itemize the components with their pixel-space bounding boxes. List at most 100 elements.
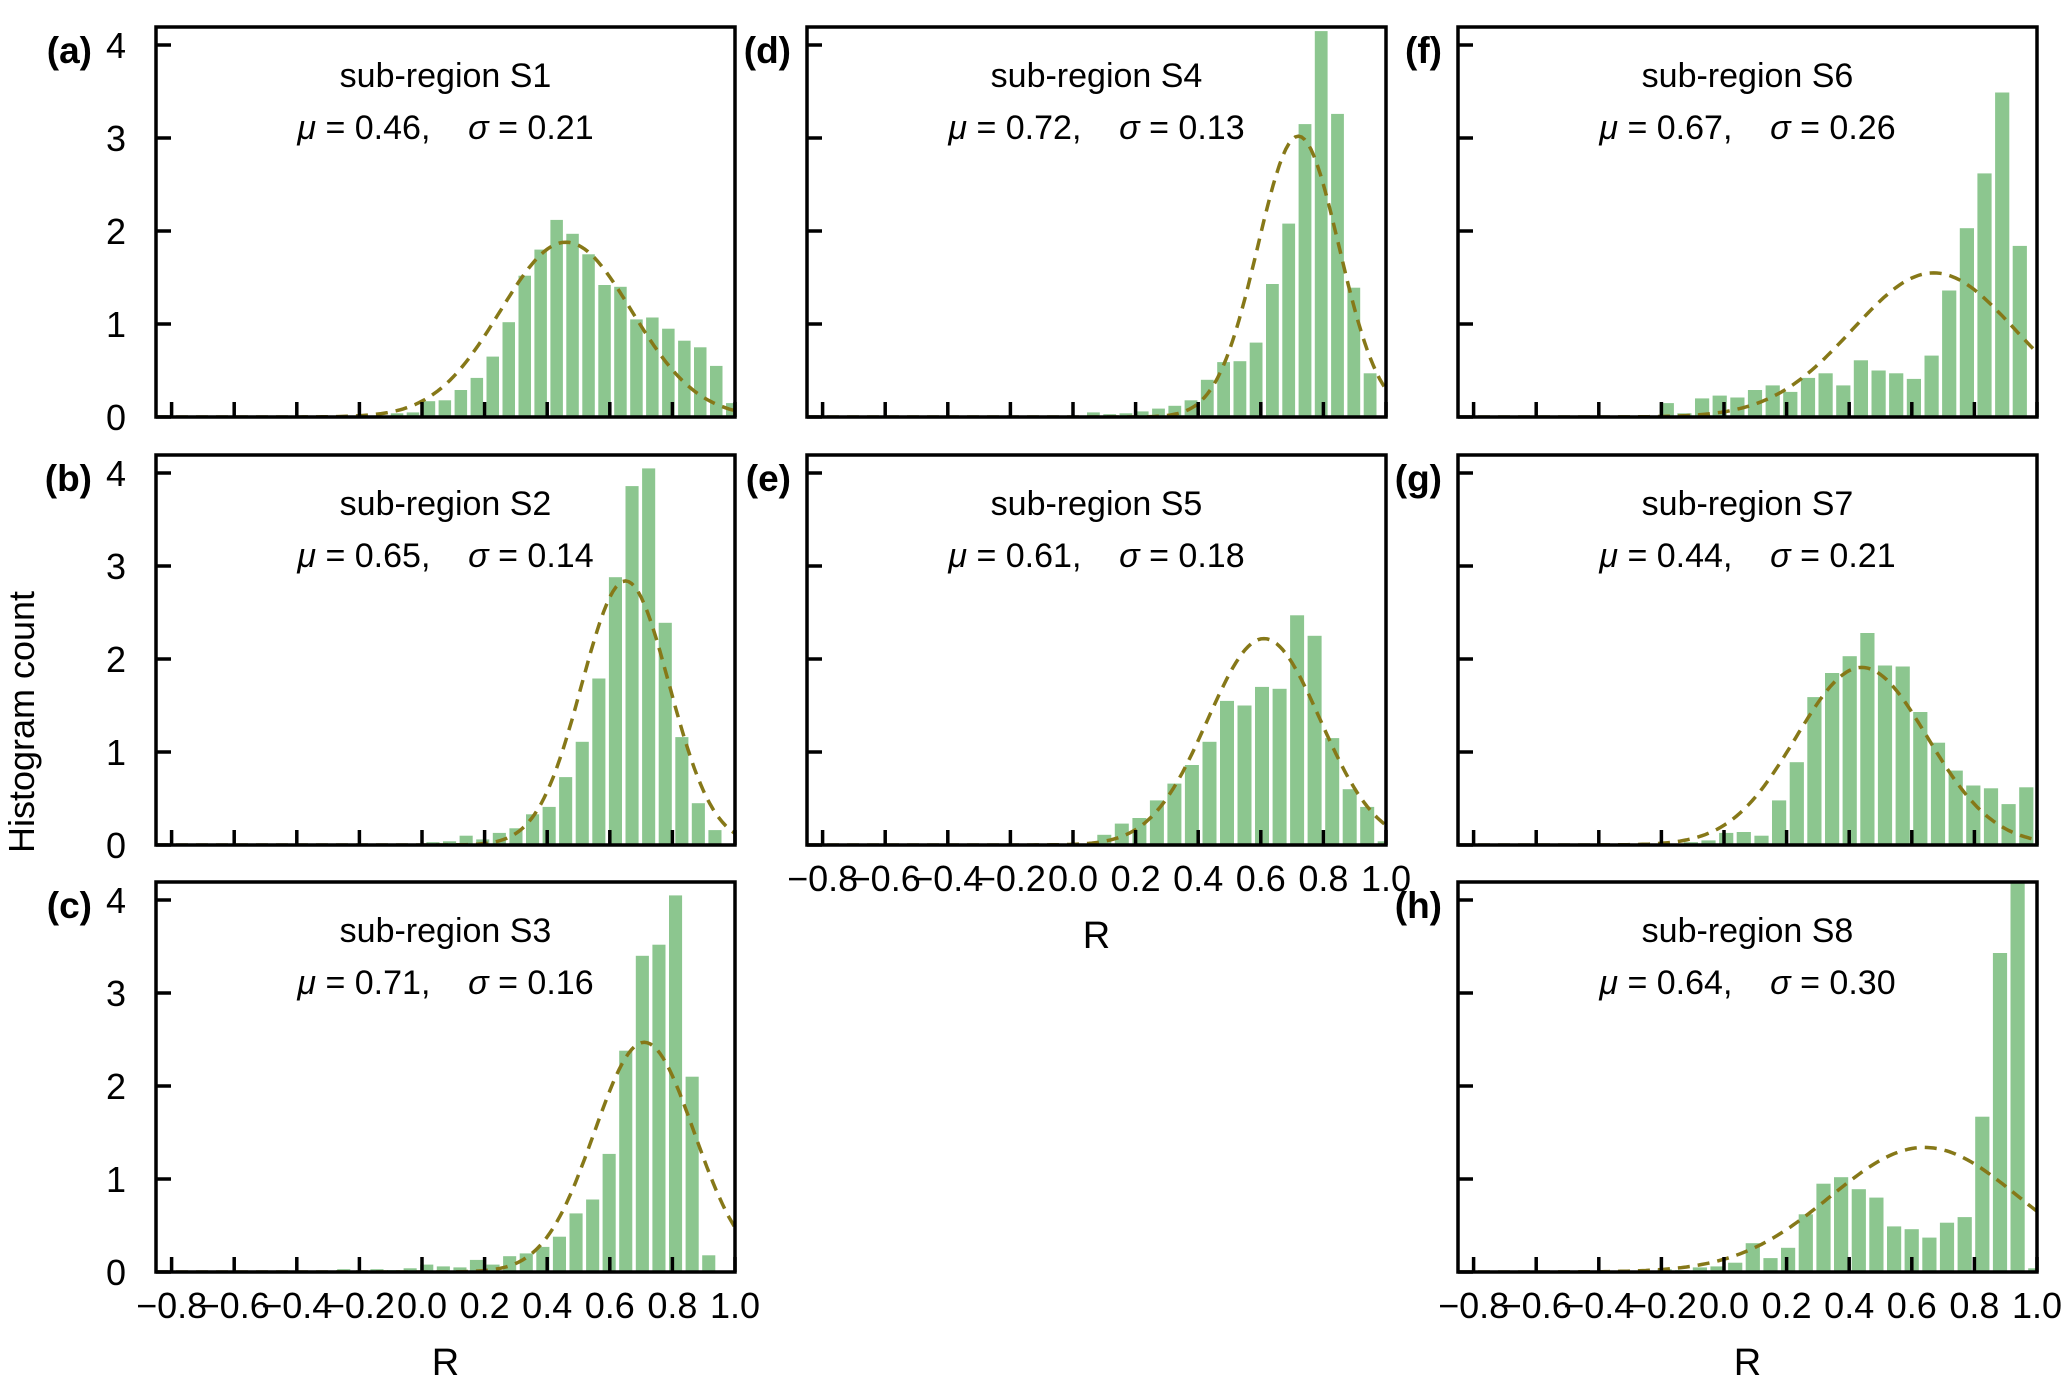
- bar: [1860, 633, 1875, 845]
- bar: [1290, 615, 1305, 845]
- bar: [1836, 385, 1851, 417]
- bar: [1807, 697, 1822, 845]
- bar: [1983, 788, 1999, 845]
- gaussian-fit-curve: [1458, 1145, 2037, 1272]
- x-tick-label: 0.4: [1173, 858, 1223, 899]
- bar: [1233, 361, 1247, 417]
- bar: [1816, 1183, 1831, 1272]
- y-tick-label: 2: [106, 1066, 126, 1107]
- bar: [1942, 290, 1957, 417]
- panel-title: sub-region S6: [1642, 57, 1854, 95]
- x-tick-label: −0.4: [1563, 1285, 1634, 1326]
- bar: [1730, 397, 1745, 417]
- panel-c: (c) sub-region S3 μ = 0.71, σ = 0.16 0 1 2 3 4 −…: [47, 880, 760, 1377]
- bar: [1842, 656, 1857, 845]
- bar: [582, 254, 595, 417]
- bar: [1851, 1189, 1866, 1272]
- y-tick-label: 0: [106, 397, 126, 438]
- panel-letter-f: (f): [1405, 30, 1442, 71]
- bar: [662, 328, 675, 417]
- bar: [1217, 362, 1230, 417]
- histogram-bars: [337, 895, 716, 1272]
- panel-e: (e)sub-region S5μ = 0.61, σ = 0.18−0.8−0…: [746, 453, 1411, 957]
- bar: [1789, 762, 1804, 845]
- panel-title: sub-region S8: [1642, 912, 1854, 950]
- panel-letter-g: (g): [1395, 458, 1442, 499]
- bar: [1266, 284, 1279, 417]
- bar: [1959, 228, 1974, 417]
- x-tick-label: 0.2: [460, 1285, 510, 1326]
- panel-params: μ = 0.46, σ = 0.21: [296, 109, 593, 147]
- bar: [619, 1050, 633, 1272]
- bar: [1168, 405, 1182, 417]
- bar: [459, 835, 473, 845]
- panel-letter-a: (a): [47, 30, 92, 71]
- bar: [1719, 832, 1734, 845]
- bar: [691, 803, 705, 845]
- bar: [1167, 783, 1182, 845]
- bar: [436, 1266, 450, 1272]
- x-tick-label: 0.8: [647, 1285, 697, 1326]
- bar: [1255, 686, 1269, 845]
- bar: [678, 340, 691, 417]
- panel-g: (g) sub-region S7 μ = 0.44, σ = 0.21: [1395, 453, 2039, 847]
- bar: [575, 741, 589, 845]
- bar: [1377, 841, 1386, 845]
- gaussian-fit-curve: [1458, 665, 2037, 845]
- bar: [1149, 800, 1164, 845]
- x-tick-label: −0.4: [261, 1285, 332, 1326]
- y-tick-label: 3: [106, 546, 126, 587]
- histogram-bars: [426, 468, 722, 845]
- bar: [1745, 1243, 1760, 1272]
- x-tick-label: 0.2: [1111, 858, 1161, 899]
- bar: [1184, 765, 1199, 845]
- x-tick-label: 1.0: [710, 1285, 760, 1326]
- bar: [1282, 223, 1296, 417]
- bar: [2001, 804, 2016, 845]
- histogram-bars: [1087, 31, 1377, 417]
- panel-letter-b: (b): [45, 458, 92, 499]
- bar: [438, 400, 452, 417]
- bar: [1992, 953, 2008, 1272]
- bar: [486, 356, 499, 417]
- bar: [694, 347, 707, 417]
- bar: [1869, 1197, 1884, 1272]
- bar: [486, 1264, 500, 1272]
- bar: [1877, 665, 1893, 845]
- panel-title: sub-region S7: [1642, 485, 1854, 523]
- y-tick-label: 1: [106, 732, 126, 773]
- panel-d: (d) sub-region S4 μ = 0.72, σ = 0.13: [744, 25, 1388, 419]
- panel-frame: [154, 25, 737, 419]
- bar: [1825, 673, 1840, 845]
- gaussian-fit-curve: [807, 636, 1386, 845]
- bar: [1800, 377, 1816, 417]
- bar: [2019, 787, 2034, 845]
- bar: [1975, 1116, 1990, 1272]
- bar: [2028, 1268, 2037, 1272]
- panel-frame: [805, 25, 1388, 419]
- bar: [669, 895, 683, 1272]
- x-tick-label: −0.2: [975, 858, 1046, 899]
- bar: [1097, 834, 1112, 845]
- bar: [652, 944, 666, 1272]
- panel-letter-h: (h): [1395, 885, 1442, 926]
- bar: [566, 233, 579, 417]
- panel-title: sub-region S3: [340, 912, 552, 950]
- y-tick-label: 0: [106, 1252, 126, 1293]
- histogram-bars: [390, 219, 735, 417]
- bar: [518, 275, 531, 417]
- y-axis-label: Histogram count: [1, 591, 42, 853]
- bar: [710, 365, 723, 417]
- bar: [1948, 770, 1963, 845]
- bar: [406, 412, 420, 417]
- panel-params: μ = 0.61, σ = 0.18: [947, 537, 1244, 575]
- bar: [1957, 1217, 1972, 1272]
- bar: [526, 814, 540, 845]
- bar: [1272, 688, 1287, 845]
- bar: [1237, 705, 1252, 845]
- x-tick-label: 0.4: [522, 1285, 572, 1326]
- x-tick-label: 0.2: [1762, 1285, 1812, 1326]
- panel-letter-d: (d): [744, 30, 791, 71]
